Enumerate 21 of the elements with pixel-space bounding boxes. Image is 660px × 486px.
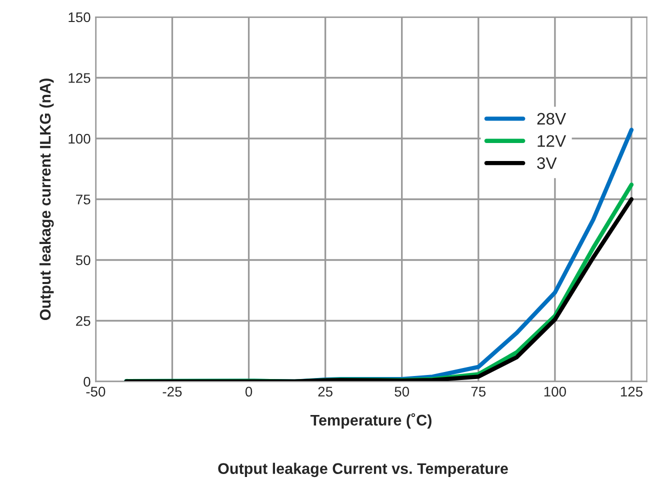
y-tick-label: 25 — [76, 316, 90, 326]
y-tick-label: 50 — [76, 255, 90, 266]
x-tick-label: -50 — [86, 386, 106, 397]
x-tick-label: 25 — [318, 386, 332, 397]
x-tick-label: 75 — [471, 386, 486, 397]
y-axis-title: Output leakage current ILKG (nA) — [39, 78, 54, 320]
legend-label: 12V — [538, 135, 566, 147]
legend-label: 28V — [537, 112, 566, 125]
legend-label: 3V — [537, 157, 557, 170]
x-tick-label: 125 — [620, 386, 642, 397]
y-tick-label: 75 — [76, 194, 90, 204]
x-axis-title: Temperature (˚C) — [310, 413, 432, 429]
text: Output leakage Current vs. Temperature — [218, 462, 508, 478]
y-tick-label: 125 — [68, 73, 90, 83]
y-tick-label: 100 — [68, 134, 90, 144]
x-tick-label: 50 — [394, 386, 410, 397]
x-tick-label: -25 — [162, 386, 182, 397]
y-tick-label: 150 — [68, 12, 90, 22]
y-tick-label: 0 — [84, 376, 90, 387]
x-tick-label: 0 — [245, 386, 252, 397]
x-tick-label: 100 — [544, 386, 566, 397]
